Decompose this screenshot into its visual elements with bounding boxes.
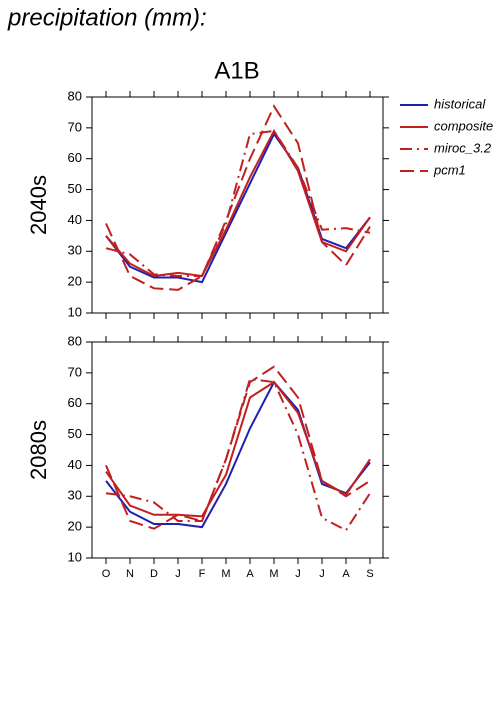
y-tick-label: 10 (68, 304, 82, 319)
x-tick-label: D (150, 568, 158, 580)
y-axis-label: 2080s (26, 420, 51, 480)
x-tick-label: J (319, 568, 325, 580)
series-line (105, 380, 371, 529)
x-tick-label: J (175, 568, 181, 580)
y-tick-label: 70 (68, 364, 82, 379)
y-tick-label: 80 (68, 333, 82, 348)
x-tick-label: M (221, 568, 230, 580)
chart-title: A1B (214, 57, 259, 84)
x-tick-label: S (366, 568, 373, 580)
x-tick-label: M (269, 568, 278, 580)
series-line (105, 380, 371, 518)
y-tick-label: 60 (68, 150, 82, 165)
y-tick-label: 60 (68, 395, 82, 410)
series-line (105, 128, 371, 278)
legend-label: miroc_3.2 (434, 140, 492, 155)
legend-label: composite (434, 118, 493, 133)
y-tick-label: 30 (68, 488, 82, 503)
series-line (105, 377, 371, 532)
x-tick-label: F (199, 568, 206, 580)
x-tick-label: O (102, 568, 111, 580)
y-tick-label: 40 (68, 457, 82, 472)
y-tick-label: 20 (68, 519, 82, 534)
x-tick-label: J (295, 568, 301, 580)
legend-label: pcm1 (433, 162, 466, 177)
plot-frame (91, 341, 384, 559)
y-tick-label: 80 (68, 88, 82, 103)
series-line (105, 365, 371, 530)
page-title: precipitation (mm): (7, 4, 207, 31)
plot-frame (91, 96, 384, 314)
y-tick-label: 10 (68, 549, 82, 564)
x-tick-label: N (126, 568, 134, 580)
y-tick-label: 40 (68, 212, 82, 227)
y-tick-label: 30 (68, 243, 82, 258)
series-line (105, 129, 371, 277)
x-tick-label: A (342, 568, 350, 580)
legend-label: historical (434, 96, 486, 111)
y-tick-label: 70 (68, 119, 82, 134)
y-tick-label: 20 (68, 274, 82, 289)
series-line (105, 132, 371, 284)
series-line (105, 104, 371, 291)
x-tick-label: A (246, 568, 254, 580)
y-tick-label: 50 (68, 426, 82, 441)
y-axis-label: 2040s (26, 175, 51, 235)
y-tick-label: 50 (68, 181, 82, 196)
